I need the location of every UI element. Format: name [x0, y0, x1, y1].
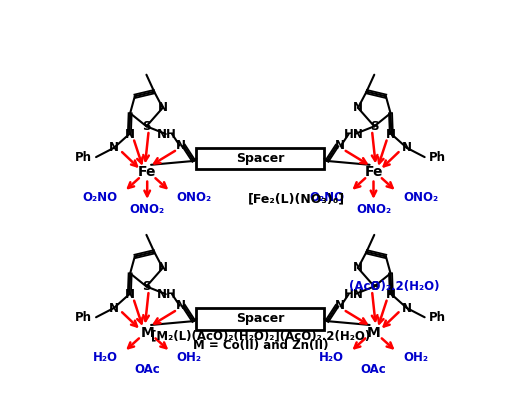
- Text: NH: NH: [156, 127, 176, 140]
- Text: Ph: Ph: [74, 311, 91, 324]
- Text: OH₂: OH₂: [403, 351, 428, 364]
- Text: Ph: Ph: [429, 311, 447, 324]
- Text: OAc: OAc: [134, 363, 160, 376]
- Text: O₂NO: O₂NO: [83, 191, 118, 204]
- Text: N: N: [176, 139, 186, 152]
- Text: N: N: [353, 101, 363, 114]
- Text: HN: HN: [344, 288, 364, 300]
- Text: ONO₂: ONO₂: [130, 203, 165, 216]
- Text: S: S: [142, 280, 151, 293]
- Text: N: N: [157, 261, 168, 275]
- Text: H₂O: H₂O: [319, 351, 344, 364]
- Text: N: N: [109, 302, 119, 314]
- Text: N: N: [353, 261, 363, 275]
- FancyBboxPatch shape: [197, 148, 324, 170]
- Text: N: N: [109, 141, 119, 154]
- Text: Ph: Ph: [429, 150, 447, 164]
- FancyBboxPatch shape: [197, 308, 324, 330]
- Text: N: N: [386, 288, 396, 300]
- Text: N: N: [386, 127, 396, 140]
- Text: S: S: [142, 120, 151, 133]
- Text: Spacer: Spacer: [236, 312, 284, 325]
- Text: S: S: [370, 280, 378, 293]
- Text: N: N: [157, 101, 168, 114]
- Text: Fe: Fe: [364, 166, 383, 179]
- Text: N: N: [334, 139, 344, 152]
- Text: ONO₂: ONO₂: [177, 191, 212, 204]
- Text: Fe: Fe: [138, 166, 156, 179]
- Text: [Fe₂(L)(NO₃)₆]: [Fe₂(L)(NO₃)₆]: [247, 192, 344, 205]
- Text: HN: HN: [344, 127, 364, 140]
- Text: N: N: [176, 299, 186, 312]
- Text: OAc: OAc: [361, 363, 387, 376]
- Text: S: S: [370, 120, 378, 133]
- Text: N: N: [124, 288, 135, 300]
- Text: (AcO)₂.2(H₂O): (AcO)₂.2(H₂O): [349, 280, 439, 293]
- Text: N: N: [402, 141, 412, 154]
- Text: ONO₂: ONO₂: [403, 191, 438, 204]
- Text: M: M: [140, 326, 154, 339]
- Text: H₂O: H₂O: [93, 351, 118, 364]
- Text: ONO₂: ONO₂: [356, 203, 391, 216]
- Text: N: N: [124, 127, 135, 140]
- Text: N: N: [334, 299, 344, 312]
- Text: [M₂(L)(AcO)₂(H₂O)₂](AcO)₂.2(H₂O): [M₂(L)(AcO)₂(H₂O)₂](AcO)₂.2(H₂O): [151, 329, 370, 342]
- Text: Spacer: Spacer: [236, 152, 284, 165]
- Text: N: N: [402, 302, 412, 314]
- Text: NH: NH: [156, 288, 176, 300]
- Text: OH₂: OH₂: [177, 351, 202, 364]
- Text: M: M: [367, 326, 380, 339]
- Text: Ph: Ph: [74, 150, 91, 164]
- Text: O₂NO: O₂NO: [309, 191, 344, 204]
- Text: M = Co(II) and Zn(II): M = Co(II) and Zn(II): [193, 339, 328, 352]
